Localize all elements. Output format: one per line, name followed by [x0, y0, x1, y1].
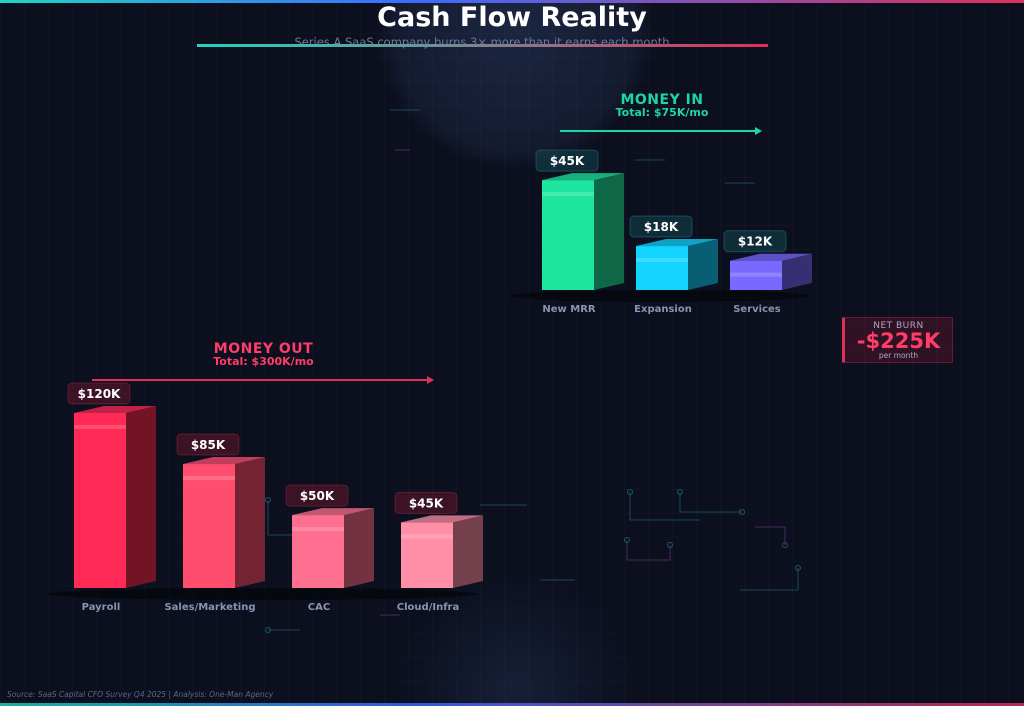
bar-top-cloud-infra	[401, 515, 483, 523]
bar-payroll	[74, 413, 126, 588]
money-out-total: Total: $300K/mo	[213, 355, 314, 368]
floor-shadow	[510, 290, 810, 302]
net-burn-label: NET BURN	[873, 321, 924, 331]
bar-top-expansion	[636, 239, 718, 247]
circuit-line	[679, 492, 742, 513]
bar-top-payroll	[74, 406, 156, 413]
bar-top-sales-marketing	[183, 457, 265, 465]
value-label-bg-sales-marketing	[176, 433, 240, 456]
bar-new-mrr	[542, 180, 594, 290]
bar-top-cac	[292, 508, 374, 516]
chart-title: Cash Flow Reality	[377, 2, 647, 33]
value-label-expansion: $18K	[644, 220, 679, 234]
bottom-accent-bar	[0, 703, 1024, 706]
bar-cloud-infra	[401, 522, 453, 588]
bar-side-expansion	[688, 239, 718, 290]
money-out-header: MONEY OUT Total: $300K/mo	[92, 341, 435, 368]
bar-side-services	[782, 253, 812, 290]
value-label-sales-marketing: $85K	[191, 438, 226, 452]
category-label-new-mrr: New MRR	[542, 304, 596, 315]
bar-highlight-payroll	[74, 425, 126, 429]
circuit-node	[782, 542, 788, 548]
bar-side-cac	[344, 508, 374, 588]
circuit-line	[267, 500, 300, 536]
category-label-payroll: Payroll	[82, 602, 121, 613]
bar-highlight-new-mrr	[542, 192, 594, 197]
bar-cac	[292, 515, 344, 588]
category-label-expansion: Expansion	[634, 304, 692, 315]
value-label-bg-payroll	[67, 382, 131, 405]
source-footnote: Source: SaaS Capital CFO Survey Q4 2025 …	[7, 690, 274, 699]
circuit-line	[629, 492, 700, 521]
circuit-node	[795, 565, 801, 571]
money-in-header: MONEY IN Total: $75K/mo	[560, 92, 764, 119]
circuit-decoration	[265, 109, 801, 633]
bar-highlight-cloud-infra	[401, 534, 453, 539]
value-label-bg-services	[723, 230, 787, 253]
value-label-bg-expansion	[629, 215, 693, 238]
circuit-node	[265, 497, 271, 503]
bar-side-sales-marketing	[235, 457, 265, 588]
value-label-payroll: $120K	[78, 387, 121, 401]
value-label-services: $12K	[738, 235, 773, 249]
value-label-cloud-infra: $45K	[409, 496, 444, 510]
bar-top-services	[730, 253, 812, 261]
bar-expansion	[636, 246, 688, 290]
money-in-total: Total: $75K/mo	[615, 106, 709, 119]
value-label-bg-cac	[285, 484, 349, 507]
value-label-bg-new-mrr	[535, 149, 599, 172]
circuit-line	[755, 526, 786, 545]
category-label-cloud-infra: Cloud/Infra	[397, 602, 459, 613]
bar-side-new-mrr	[594, 173, 624, 290]
circuit-node	[739, 509, 745, 515]
circuit-line	[740, 568, 799, 591]
category-label-services: Services	[733, 304, 781, 315]
circuit-node	[667, 542, 673, 548]
money-in-arrow	[560, 127, 762, 135]
category-label-cac: CAC	[308, 602, 330, 613]
bar-sales-marketing	[183, 464, 235, 588]
circuit-node	[624, 537, 630, 543]
money-out-arrow	[92, 376, 434, 384]
money-in-chart: $45K New MRR $18K Expansion $12K Services	[510, 149, 812, 315]
category-label-sales-marketing: Sales/Marketing	[164, 602, 255, 613]
bar-side-payroll	[126, 406, 156, 588]
bar-side-cloud-infra	[453, 515, 483, 588]
value-label-bg-cloud-infra	[394, 491, 458, 514]
bar-highlight-services	[730, 272, 782, 277]
value-label-new-mrr: $45K	[550, 154, 585, 168]
net-burn-card: NET BURN -$225K per month	[842, 317, 953, 363]
top-accent-bar	[0, 0, 1024, 3]
money-out-chart: $120K Payroll $85K Sales/Marketing $50K CAC $4…	[47, 382, 483, 613]
net-burn-unit: per month	[878, 351, 919, 360]
title-underline	[197, 44, 768, 47]
net-burn-value: -$225K	[856, 329, 941, 353]
bar-services	[730, 260, 782, 290]
money-in-title: MONEY IN	[620, 92, 704, 108]
floor-shadow	[47, 588, 477, 600]
money-out-title: MONEY OUT	[213, 341, 314, 357]
circuit-node	[265, 627, 271, 633]
bar-highlight-cac	[292, 527, 344, 532]
bar-top-new-mrr	[542, 173, 624, 181]
value-label-cac: $50K	[300, 489, 335, 503]
bar-highlight-expansion	[636, 258, 688, 263]
circuit-line	[626, 540, 671, 561]
circuit-node	[627, 489, 633, 495]
circuit-node	[677, 489, 683, 495]
bar-highlight-sales-marketing	[183, 476, 235, 481]
